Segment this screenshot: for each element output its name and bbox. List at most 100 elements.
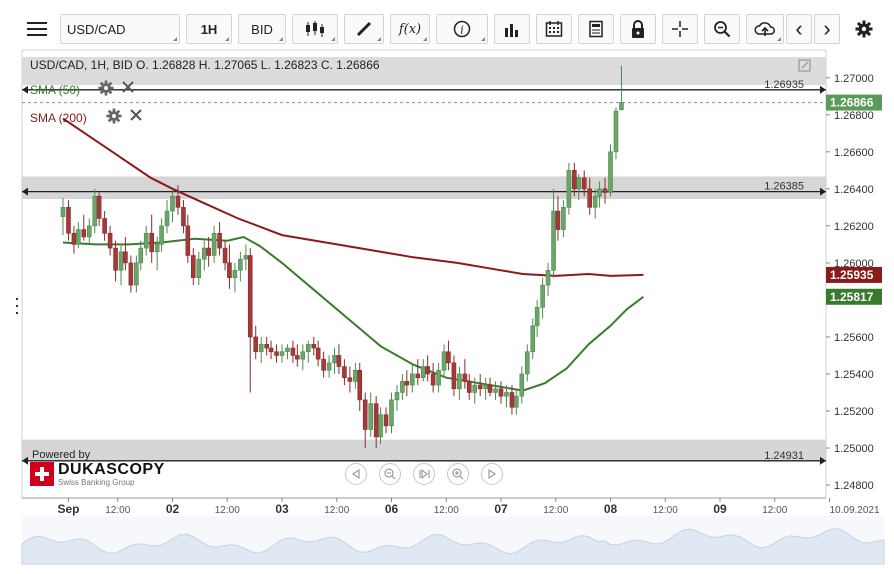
level-arrow-left xyxy=(22,85,28,94)
sma200-remove[interactable] xyxy=(129,108,143,125)
x-tick-label: 12:00 xyxy=(215,505,240,516)
timeframe-select[interactable]: 1H xyxy=(186,14,232,44)
candle-body xyxy=(243,255,249,260)
candle-body xyxy=(404,381,410,386)
candle-body xyxy=(534,307,540,327)
candle-body xyxy=(332,355,337,364)
candle-body xyxy=(378,414,383,438)
candle-body xyxy=(102,218,107,234)
candle-body xyxy=(285,347,290,353)
navigator-area xyxy=(21,528,885,565)
symbol-select[interactable]: USD/CAD xyxy=(60,14,180,44)
y-tick-label: 1.25000 xyxy=(834,443,874,455)
functions-button[interactable]: f(x) xyxy=(390,14,430,44)
candle-body xyxy=(321,358,326,371)
scroll-right-button[interactable] xyxy=(481,463,503,485)
candle-body xyxy=(227,262,232,279)
back-button[interactable]: ‹ xyxy=(786,14,812,44)
candle-body xyxy=(493,388,498,393)
sma50-settings[interactable] xyxy=(98,80,114,99)
x-tick-label: 06 xyxy=(385,502,399,516)
candle-body xyxy=(446,351,451,364)
candle-body xyxy=(191,255,196,279)
zoom-in-button[interactable] xyxy=(447,463,469,485)
swiss-cross-logo xyxy=(30,462,54,486)
x-tick-label: 08 xyxy=(604,502,618,516)
header-band xyxy=(22,57,826,85)
candle-body xyxy=(336,355,342,367)
candle-body xyxy=(581,177,587,190)
candle-body xyxy=(353,369,358,382)
candle-body xyxy=(128,262,134,286)
x-tick-label: 12:00 xyxy=(543,505,568,516)
powered-by: Powered by xyxy=(32,449,91,461)
draw-button[interactable] xyxy=(344,14,384,44)
lock-icon xyxy=(632,20,644,38)
candle-body xyxy=(211,232,217,256)
brand-name: DUKASCOPY xyxy=(58,461,165,478)
calendar-button[interactable] xyxy=(536,14,572,44)
timeframe-label: 1H xyxy=(200,21,218,37)
zoom-in-icon xyxy=(452,468,464,480)
notes-button[interactable] xyxy=(578,14,614,44)
settings-button[interactable] xyxy=(850,14,878,44)
candle-body xyxy=(81,229,87,238)
level-arrow-left xyxy=(22,187,28,196)
pencil-icon xyxy=(356,21,372,37)
chart-type-button[interactable] xyxy=(292,14,338,44)
horizontal-levels[interactable]: 1.26935 1.26385 1.24931 xyxy=(22,79,826,465)
candle-body xyxy=(201,247,207,260)
cloud-upload-icon xyxy=(754,22,775,36)
x-tick-label: Sep xyxy=(57,502,79,516)
level-label: 1.26935 xyxy=(764,79,804,91)
candle-body xyxy=(572,170,577,190)
candle-body xyxy=(436,369,441,386)
candle-body xyxy=(268,347,274,353)
info-button[interactable]: i xyxy=(436,14,488,44)
price-side-select[interactable]: BID xyxy=(238,14,286,44)
ohlc-readout: USD/CAD, 1H, BID O. 1.26828 H. 1.27065 L… xyxy=(30,58,380,72)
sma50-remove[interactable] xyxy=(121,80,135,97)
candle-body xyxy=(138,247,144,264)
crosshair-button[interactable] xyxy=(662,14,698,44)
resize-dot[interactable] xyxy=(16,298,18,300)
symbol-label: USD/CAD xyxy=(67,21,126,37)
zoom-out-button[interactable] xyxy=(379,463,401,485)
resize-dot[interactable] xyxy=(16,305,18,307)
candle-body xyxy=(430,373,436,386)
candle-body xyxy=(300,351,306,360)
candle-body xyxy=(134,262,139,286)
y-tick-label: 1.24800 xyxy=(834,480,874,492)
menu-button[interactable] xyxy=(22,14,52,44)
zoom-out-icon xyxy=(384,468,396,480)
candle-body xyxy=(619,102,624,110)
zoom-button[interactable] xyxy=(704,14,740,44)
reset-zoom-button[interactable] xyxy=(413,463,435,485)
candle-body xyxy=(66,207,71,234)
upload-button[interactable] xyxy=(746,14,784,44)
candle-body xyxy=(247,255,253,338)
candle-body xyxy=(425,366,430,375)
scroll-left-button[interactable] xyxy=(345,463,367,485)
x-tick-label: 12:00 xyxy=(762,505,787,516)
resize-dot[interactable] xyxy=(16,312,18,314)
expand-icon[interactable] xyxy=(798,59,811,72)
brand-subtitle: Swiss Banking Group xyxy=(58,478,135,487)
x-tick-label: 12:00 xyxy=(324,505,349,516)
forward-button[interactable]: › xyxy=(814,14,840,44)
close-icon xyxy=(130,109,142,121)
lock-button[interactable] xyxy=(620,14,656,44)
sma200-label[interactable]: SMA (200) xyxy=(30,111,87,125)
y-tick-label: 1.25400 xyxy=(834,369,874,381)
level-label: 1.26385 xyxy=(764,181,804,193)
volume-button[interactable] xyxy=(494,14,530,44)
sma200-settings[interactable] xyxy=(106,108,122,127)
candle-body xyxy=(357,369,363,401)
sma200-line xyxy=(62,117,644,277)
candle-body xyxy=(597,188,602,197)
zones xyxy=(22,176,826,461)
price-tag xyxy=(826,94,882,111)
sma50-label[interactable]: SMA (50) xyxy=(30,83,80,97)
candle-body xyxy=(530,325,536,353)
